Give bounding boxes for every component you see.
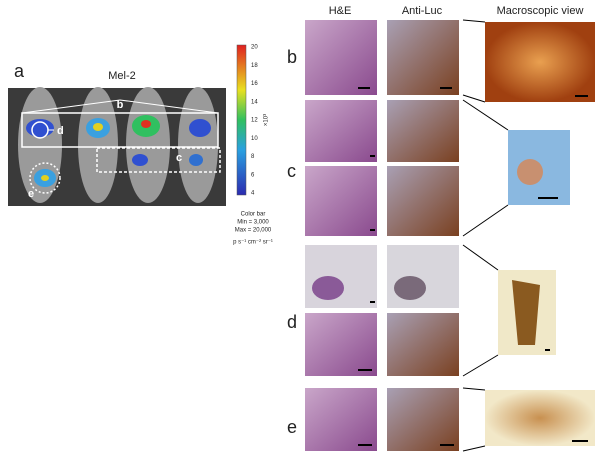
- color-bar-tick: 18: [251, 63, 258, 69]
- color-bar-unit: ×10³: [264, 114, 270, 126]
- color-bar-tick: 4: [251, 191, 255, 197]
- color-bar-tick: 8: [251, 154, 255, 160]
- color-bar-tick: 10: [251, 136, 258, 142]
- color-bar-tick: 16: [251, 81, 258, 87]
- macroscopic-photos: [485, 22, 595, 446]
- color-bar-tick: 6: [251, 172, 255, 178]
- row-label: e: [287, 417, 297, 437]
- roi-label: b: [117, 99, 124, 111]
- color-bar-tick: 20: [251, 45, 258, 51]
- bracket-lines: [462, 19, 509, 452]
- color-bar-tick: 14: [251, 99, 258, 105]
- caption: Color bar: [241, 212, 266, 218]
- row-label: d: [287, 312, 297, 332]
- panel-label: a: [14, 61, 25, 81]
- color-bar: [236, 44, 247, 196]
- roi-labels: b d c e: [28, 99, 182, 200]
- row-label: c: [287, 161, 296, 181]
- column-header: Anti-Luc: [402, 5, 443, 17]
- caption: Min = 3,000: [237, 220, 269, 226]
- column-header: Macroscopic view: [497, 5, 584, 17]
- color-bar-tick: 12: [251, 118, 258, 124]
- scale-bars: [358, 87, 588, 446]
- roi-label: c: [176, 152, 182, 164]
- roi-label: d: [57, 125, 64, 137]
- roi-label: e: [28, 188, 34, 200]
- micrographs: [305, 20, 459, 451]
- roi-outlines: [21, 99, 221, 194]
- caption: Max = 20,000: [235, 228, 272, 234]
- caption-units: p s⁻¹ cm⁻² sr⁻¹: [233, 240, 273, 246]
- row-label: b: [287, 47, 297, 67]
- panel-title: Mel-2: [108, 70, 136, 82]
- column-header: H&E: [329, 5, 352, 17]
